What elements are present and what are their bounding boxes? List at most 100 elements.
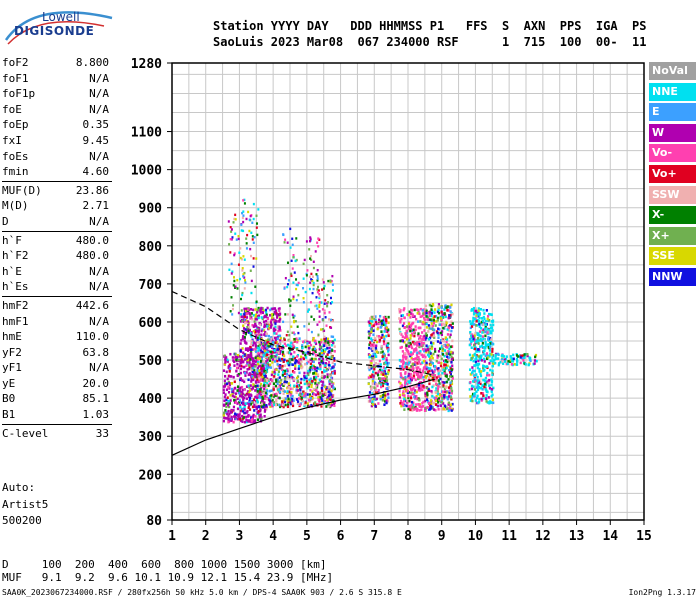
echo-point	[233, 364, 236, 367]
echo-point	[269, 405, 272, 408]
echo-point	[440, 394, 443, 398]
echo-point	[304, 392, 307, 395]
echo-point	[230, 375, 233, 378]
param-value: 20.0	[82, 376, 110, 390]
echo-point	[424, 318, 428, 321]
echo-point	[265, 310, 268, 314]
echo-point	[308, 275, 311, 278]
echo-point	[284, 397, 288, 401]
echo-point	[482, 394, 485, 397]
echo-point	[236, 278, 239, 282]
echo-point	[429, 341, 433, 344]
echo-point	[249, 402, 253, 406]
echo-point	[249, 345, 252, 349]
echo-point	[522, 359, 525, 362]
echo-point	[255, 359, 258, 363]
echo-point	[477, 342, 480, 345]
echo-point	[333, 369, 336, 373]
echo-point	[443, 364, 446, 368]
echo-point	[415, 347, 418, 350]
echo-point	[448, 389, 451, 392]
echo-point	[399, 339, 402, 343]
echo-point	[275, 316, 279, 319]
echo-point	[272, 386, 275, 390]
echo-point	[312, 371, 315, 375]
echo-point	[330, 376, 333, 379]
echo-point	[234, 399, 237, 403]
echo-point	[436, 399, 440, 402]
echo-point	[371, 320, 374, 323]
echo-point	[257, 344, 260, 348]
echo-point	[429, 352, 432, 355]
echo-point	[237, 263, 240, 266]
echo-point	[291, 394, 294, 398]
echo-point	[489, 326, 493, 330]
echo-point	[225, 402, 228, 405]
echo-point	[228, 381, 231, 385]
echo-point	[420, 405, 423, 409]
echo-point	[266, 340, 269, 344]
echo-point	[409, 385, 412, 389]
echo-point	[262, 384, 266, 387]
echo-point	[317, 289, 320, 292]
echo-point	[291, 402, 294, 405]
echo-point	[402, 399, 406, 403]
echo-point	[485, 394, 488, 397]
echo-point	[440, 333, 444, 336]
echo-point	[475, 323, 478, 327]
echo-point	[421, 355, 425, 359]
echo-point	[470, 309, 473, 312]
echo-point	[430, 361, 433, 365]
echo-point	[403, 307, 406, 310]
echo-point	[286, 351, 289, 354]
auto-label: Auto:	[2, 481, 36, 494]
echo-point	[451, 351, 454, 354]
echo-point	[239, 371, 243, 375]
echo-point	[243, 276, 246, 279]
echo-point	[262, 366, 265, 369]
echo-point	[486, 337, 490, 341]
echo-point	[415, 394, 418, 398]
echo-point	[431, 333, 434, 336]
echo-point	[433, 374, 437, 377]
echo-point	[330, 279, 333, 283]
echo-point	[387, 315, 390, 319]
echo-point	[279, 318, 282, 321]
echo-point	[272, 327, 275, 331]
echo-point	[265, 361, 268, 364]
echo-point	[227, 220, 230, 223]
echo-point	[407, 362, 410, 366]
echo-point	[437, 308, 440, 312]
echo-point	[269, 396, 272, 399]
echo-point	[442, 347, 445, 351]
echo-point	[386, 386, 389, 390]
echo-point	[436, 354, 439, 358]
param-row: fmin 4.60	[2, 164, 112, 180]
echo-point	[245, 364, 248, 367]
echo-point	[478, 348, 481, 351]
echo-point	[379, 363, 382, 366]
echo-point	[250, 394, 253, 397]
echo-point	[239, 367, 243, 371]
echo-point	[433, 336, 436, 339]
echo-point	[368, 354, 371, 357]
echo-point	[226, 412, 229, 416]
echo-point	[415, 407, 418, 410]
echo-point	[255, 326, 259, 329]
echo-point	[445, 340, 448, 344]
echo-point	[473, 317, 477, 321]
echo-point	[411, 340, 415, 344]
echo-point	[406, 349, 409, 353]
echo-point	[471, 392, 475, 396]
echo-point	[470, 334, 473, 338]
echo-point	[245, 217, 248, 221]
echo-point	[492, 323, 495, 327]
echo-point	[259, 382, 263, 386]
echo-point	[481, 392, 485, 395]
echo-point	[248, 312, 252, 316]
echo-point	[275, 392, 278, 396]
echo-point	[242, 273, 245, 276]
echo-point	[500, 358, 504, 362]
echo-point	[406, 377, 409, 381]
echo-point	[380, 322, 383, 325]
